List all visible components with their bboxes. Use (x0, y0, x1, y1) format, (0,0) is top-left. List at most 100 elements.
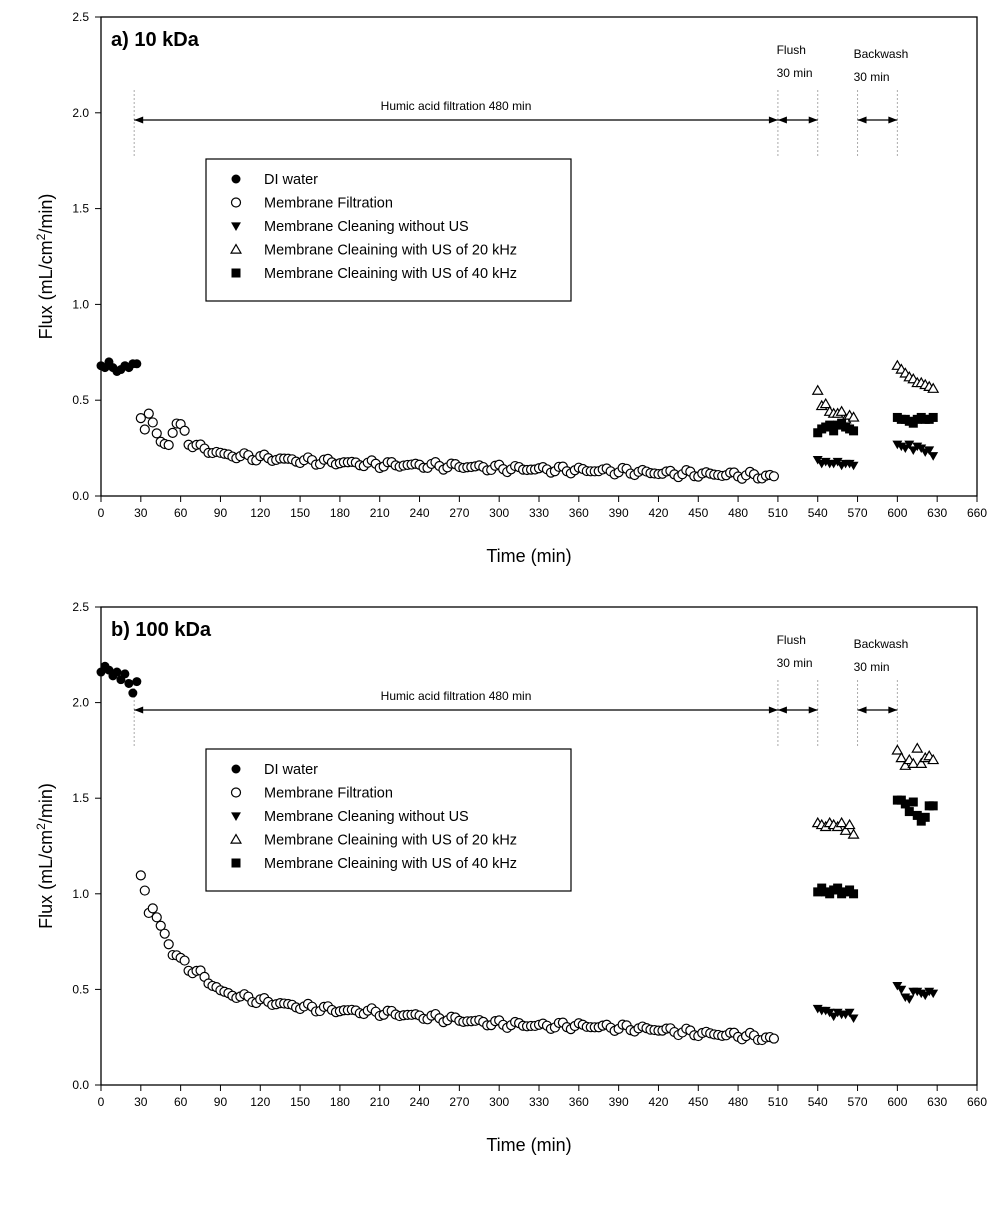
chart-0-point-open-circle (163, 439, 174, 451)
chart-0-series-filled-square (813, 412, 938, 438)
chart-1-xtick-label: 540 (808, 1095, 828, 1109)
chart-0-xtick-label: 240 (410, 506, 430, 520)
chart-1-legend-label: Membrane Cleaining with US of 40 kHz (264, 856, 517, 872)
chart-1-point-filled-circle (132, 677, 142, 687)
chart-1-point-open-triangle-up (911, 742, 924, 753)
chart-1-xtick-label: 570 (848, 1095, 868, 1109)
chart-1-panel-label: b) 100 kDa (111, 619, 212, 641)
chart-1-xtick-label: 120 (250, 1095, 270, 1109)
chart-1-point-filled-triangle-down (896, 985, 907, 995)
chart-1-point-open-circle (147, 903, 158, 914)
chart-1-ytick-label: 0.0 (72, 1078, 89, 1092)
chart-0-point-filled-square (829, 426, 839, 436)
chart-1-xtick-label: 390 (609, 1095, 629, 1109)
chart-1-series-open-triangle-up (811, 742, 940, 839)
chart-1-point-open-triangle-up (891, 744, 904, 755)
chart-0-xtick-label: 300 (489, 506, 509, 520)
chart-1-point-filled-triangle-down (848, 1014, 859, 1024)
chart-1-point-open-triangle-up (835, 816, 848, 828)
chart-1-backwash-arrow-head-left (857, 706, 867, 714)
chart-1-ylabel-tail: /min) (36, 783, 56, 823)
chart-0-point-filled-square (928, 412, 938, 422)
panel-b-100kda: 0 30 60 90 120 150 180 210 240 270 300 330 360 390 420… (34, 600, 987, 1155)
chart-0-xtick-label: 210 (370, 506, 390, 520)
chart-0-point-open-circle (167, 427, 178, 438)
chart-0-backwash-duration: 30 min (854, 70, 890, 84)
chart-0-xtick-label: 120 (250, 506, 270, 520)
panel-a-10kda: 0 30 60 90 120 150 180 210 240 270 300 330 360 390 420… (34, 10, 987, 566)
chart-0-ytick-label: 0.0 (72, 489, 89, 503)
chart-0-xtick-label: 90 (214, 506, 228, 520)
chart-1-point-filled-circle (124, 678, 134, 688)
chart-1-ytick-label: 1.0 (72, 887, 89, 901)
chart-0-point-filled-triangle-down (908, 446, 919, 455)
chart-1-ylabel-main: Flux (mL/cm (36, 830, 56, 929)
chart-1-legend-box (205, 748, 572, 892)
chart-0-flush-arrow-head-right (808, 116, 818, 124)
chart-1-flush-label: Flush (777, 633, 806, 647)
chart-1-legend-marker (230, 833, 242, 844)
chart-1-point-filled-square (908, 797, 918, 807)
chart-1-xtick-label: 420 (648, 1095, 668, 1109)
chart-0-point-filled-triangle-down (924, 446, 935, 455)
chart-0-legend-marker (230, 197, 242, 208)
chart-1-point-filled-triangle-down (920, 991, 931, 1001)
chart-0-ylabel-tail: /min) (36, 194, 56, 234)
chart-1-legend-marker (231, 764, 241, 774)
chart-1-xtick-label: 450 (688, 1095, 708, 1109)
chart-1-xtick-label: 240 (410, 1095, 430, 1109)
chart-1-point-open-triangle-up (847, 828, 860, 839)
chart-1-filtration-arrow-head-right (768, 706, 778, 714)
chart-0-xtick-label: 180 (330, 506, 350, 520)
chart-1-xtick-label: 330 (529, 1095, 549, 1109)
chart-1-ytick-label: 2.0 (72, 696, 89, 710)
chart-1-legend-marker (231, 812, 241, 821)
chart-1-point-open-triangle-up (895, 751, 908, 763)
chart-0-xtick-label: 600 (887, 506, 907, 520)
chart-1-point-open-circle (151, 912, 162, 923)
chart-0-backwash-arrow-head-left (857, 116, 867, 124)
chart-1-point-open-circle (179, 955, 190, 966)
chart-0-legend-marker (231, 174, 241, 184)
chart-0-xtick-label: 420 (648, 506, 668, 520)
chart-0-ylabel-superscript: 2 (34, 233, 48, 240)
chart-1-xtick-label: 300 (489, 1095, 509, 1109)
chart-0-ylabel-main: Flux (mL/cm (36, 240, 56, 339)
chart-1-xtick-label: 90 (214, 1095, 228, 1109)
chart-1-point-filled-square (833, 883, 843, 893)
chart-0-legend-marker (231, 268, 241, 278)
chart-1-point-open-triangle-up (927, 753, 940, 765)
chart-0-flush-arrow-head-left (777, 116, 787, 124)
chart-0-xtick-label: 510 (768, 506, 788, 520)
chart-1-backwash-arrow-head-right (888, 706, 898, 714)
chart-0-point-filled-square (825, 420, 835, 430)
chart-0-legend-label: DI water (264, 172, 318, 188)
chart-0-backwash-label: Backwash (854, 47, 909, 61)
chart-0-point-open-circle (151, 428, 162, 439)
chart-1-legend-marker (231, 858, 241, 868)
chart-0-series-open-circle (135, 408, 780, 484)
chart-0-xtick-label: 570 (848, 506, 868, 520)
chart-0-point-open-triangle-up (847, 411, 860, 422)
chart-0-point-filled-triangle-down (928, 452, 939, 461)
chart-0-xtick-label: 450 (688, 506, 708, 520)
chart-0-legend-label: Membrane Cleaining with US of 20 kHz (264, 243, 517, 259)
chart-0-flush-label: Flush (777, 43, 806, 57)
chart-1-xtick-label: 360 (569, 1095, 589, 1109)
chart-1-xtick-label: 630 (927, 1095, 947, 1109)
chart-1-point-filled-square (900, 799, 910, 809)
chart-1-series-filled-square (813, 795, 938, 899)
chart-1-flush-duration: 30 min (777, 656, 813, 670)
chart-1-legend-marker (230, 787, 242, 798)
chart-0-point-filled-triangle-down (848, 461, 859, 471)
chart-1-point-filled-circle (120, 669, 130, 679)
chart-1-point-filled-circle (112, 667, 122, 677)
chart-1-backwash-duration: 30 min (854, 660, 890, 674)
chart-0-ytick-label: 2.0 (72, 106, 89, 120)
chart-0-point-filled-circle (132, 359, 142, 369)
chart-1-series-filled-circle (96, 661, 142, 698)
chart-1-point-open-circle (159, 928, 170, 939)
chart-0-xtick-label: 30 (134, 506, 148, 520)
chart-0-xtick-label: 540 (808, 506, 828, 520)
